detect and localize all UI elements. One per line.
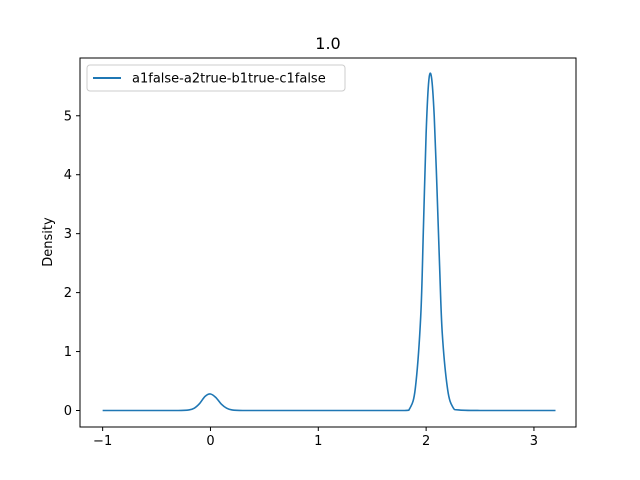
y-tick-label: 5 (64, 109, 72, 124)
y-tick-label: 3 (64, 227, 72, 242)
y-tick-label: 0 (64, 404, 72, 419)
y-tick-label: 4 (64, 168, 72, 183)
y-tick-label: 1 (64, 345, 72, 360)
x-tick-label: −1 (93, 434, 112, 449)
y-axis-label: Density (41, 217, 56, 267)
legend-label: a1false-a2true-b1true-c1false (132, 72, 326, 87)
x-tick-label: 0 (206, 434, 214, 449)
legend: a1false-a2true-b1true-c1false (86, 64, 346, 92)
x-tick-label: 1 (314, 434, 322, 449)
density-series-line (102, 72, 556, 412)
series-layer (102, 72, 556, 412)
plot-area-frame (79, 57, 577, 428)
x-tick-label: 2 (422, 434, 430, 449)
x-tick-label: 3 (530, 434, 538, 449)
chart-title: 1.0 (315, 34, 340, 53)
y-axis-ticks: 0 1 2 3 4 5 (64, 109, 80, 419)
x-axis-ticks: −1 0 1 2 3 (93, 427, 538, 449)
y-tick-label: 2 (64, 286, 72, 301)
legend-box (86, 64, 346, 92)
